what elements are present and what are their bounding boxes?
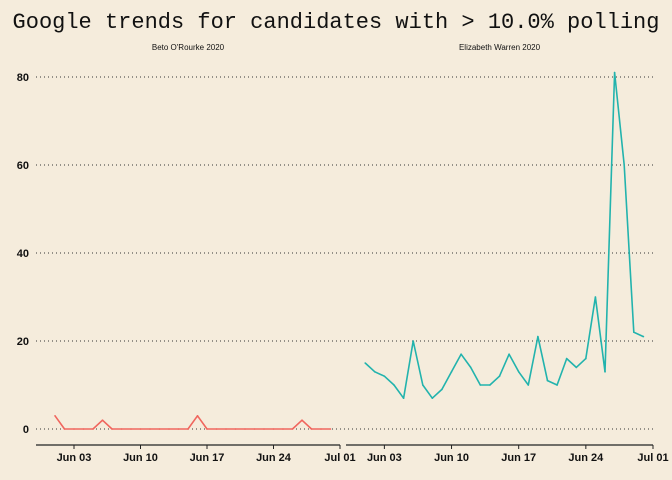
data-point (263, 428, 265, 430)
data-point (139, 428, 142, 430)
series-line (364, 71, 644, 400)
x-tick-label: Jun 10 (434, 452, 469, 464)
data-point (82, 428, 85, 430)
data-point (412, 340, 414, 342)
y-tick-label: 0 (23, 424, 29, 436)
data-point (431, 397, 434, 400)
data-point (234, 428, 237, 430)
data-point (441, 388, 443, 391)
y-tick-label: 60 (17, 160, 29, 172)
data-point (291, 428, 294, 430)
data-point (421, 384, 424, 386)
x-tick-label: Jul 01 (324, 452, 355, 464)
data-point (225, 428, 227, 430)
data-point (479, 384, 482, 386)
data-point (310, 428, 313, 430)
data-point (158, 428, 161, 430)
data-point (642, 335, 645, 338)
x-tick-label: Jul 01 (637, 452, 668, 464)
data-point (546, 379, 549, 382)
x-tick-label: Jun 03 (367, 452, 402, 464)
data-point (556, 384, 558, 386)
data-point (244, 428, 246, 430)
data-point (364, 362, 366, 364)
x-tick-label: Jun 24 (256, 452, 292, 464)
data-point (329, 428, 332, 430)
x-tick-label: Jun 03 (57, 452, 92, 464)
data-point (469, 366, 472, 369)
x-tick-label: Jun 17 (190, 452, 225, 464)
data-point (604, 371, 606, 373)
series-line (54, 414, 331, 430)
data-point (585, 357, 587, 360)
data-point (206, 428, 208, 430)
data-point (575, 366, 578, 369)
panel-title: Beto O'Rourke 2020 (152, 43, 225, 52)
x-tick-label: Jun 17 (501, 452, 536, 464)
y-tick-label: 20 (17, 336, 29, 348)
data-point (168, 428, 170, 430)
data-point (373, 371, 376, 373)
data-point (282, 428, 284, 430)
data-point (623, 164, 626, 166)
data-point (320, 428, 322, 430)
data-point (613, 71, 616, 74)
data-point (120, 428, 123, 430)
data-point (111, 428, 113, 430)
x-tick-label: Jun 10 (123, 452, 158, 464)
data-point (253, 428, 256, 430)
data-point (272, 428, 275, 430)
data-point (498, 375, 501, 378)
chart-title: Google trends for candidates with > 10.0… (12, 10, 660, 35)
data-point (537, 335, 539, 338)
y-tick-label: 80 (17, 72, 29, 84)
data-point (215, 428, 218, 430)
data-point (508, 353, 510, 356)
data-point (73, 428, 75, 430)
panel-title: Elizabeth Warren 2020 (459, 43, 541, 52)
data-point (92, 428, 94, 430)
data-point (460, 353, 462, 356)
data-point (54, 415, 56, 417)
data-point (633, 331, 635, 334)
data-point (63, 428, 66, 430)
data-point (383, 375, 386, 378)
data-point (101, 419, 104, 422)
data-point (565, 357, 568, 360)
data-point (177, 428, 180, 430)
data-point (517, 371, 520, 373)
data-point (130, 428, 132, 430)
y-tick-label: 40 (17, 248, 29, 260)
data-point (450, 371, 453, 373)
data-point (393, 384, 395, 386)
data-point (527, 384, 530, 386)
data-point (149, 428, 151, 430)
data-point (187, 428, 189, 430)
data-point (301, 419, 303, 422)
x-tick-label: Jun 24 (568, 452, 604, 464)
data-point (196, 415, 199, 417)
data-point (402, 397, 405, 400)
data-point (489, 384, 491, 386)
data-point (594, 296, 597, 298)
